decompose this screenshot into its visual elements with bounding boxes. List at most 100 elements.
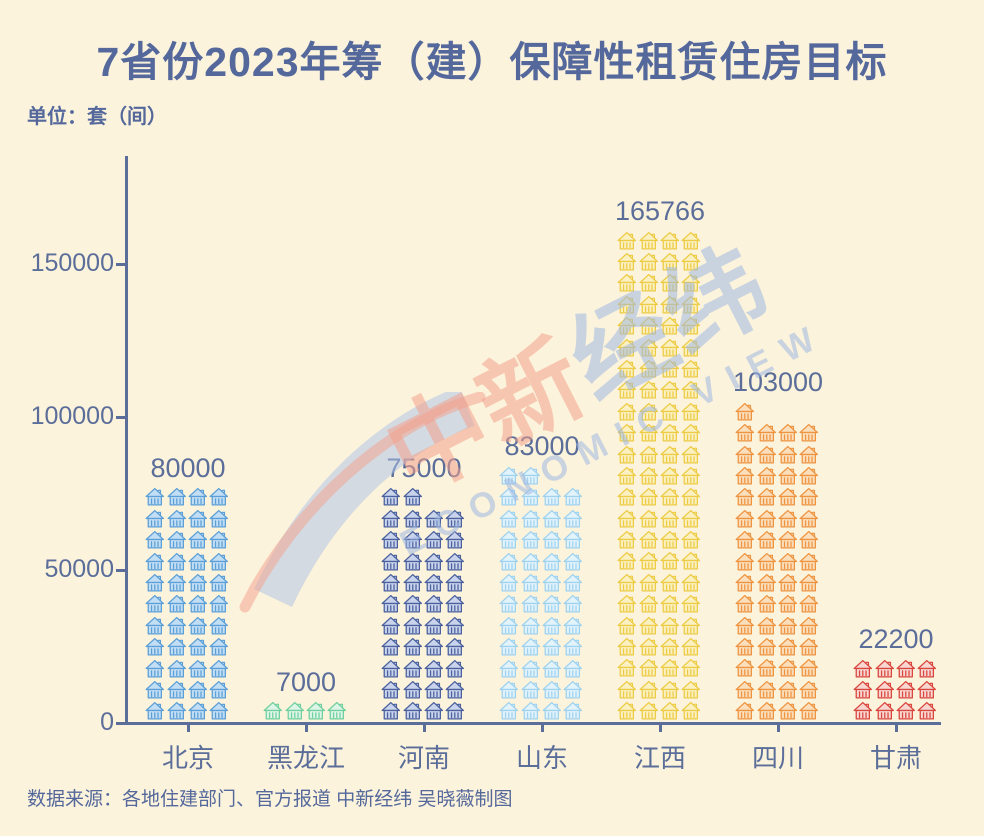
house-icon: [499, 659, 519, 679]
house-row: [499, 464, 585, 485]
house-icon: [403, 659, 423, 679]
house-row: [617, 443, 703, 464]
bar-value-label: 22200: [858, 623, 934, 654]
x-category-label: 四川: [751, 743, 804, 773]
house-icon: [799, 637, 819, 657]
house-row: [145, 700, 231, 721]
house-icon: [542, 659, 562, 679]
house-icon: [778, 701, 798, 721]
y-tick-label: 100000: [30, 402, 114, 430]
house-row: [617, 614, 703, 635]
house-icon: [145, 701, 165, 721]
house-icon: [639, 338, 659, 358]
house-icon: [799, 423, 819, 443]
house-icon: [735, 573, 755, 593]
house-row: [381, 486, 467, 507]
house-row: [499, 593, 585, 614]
house-icon: [681, 273, 701, 293]
house-icon: [757, 637, 777, 657]
house-icon: [403, 616, 423, 636]
house-icon: [381, 659, 401, 679]
house-icon: [639, 359, 659, 379]
house-icon: [445, 680, 465, 700]
house-icon: [167, 487, 187, 507]
house-icon: [617, 594, 637, 614]
house-icon: [209, 487, 229, 507]
house-icon: [660, 273, 680, 293]
house-icon: [681, 551, 701, 571]
x-tick-mark: [894, 725, 898, 732]
house-icon: [188, 552, 208, 572]
house-icon: [403, 530, 423, 550]
house-icon: [681, 338, 701, 358]
house-icon: [499, 680, 519, 700]
y-tick-label: 50000: [44, 555, 114, 583]
house-row: [499, 550, 585, 571]
bar-value-label: 80000: [150, 452, 226, 483]
house-icon: [445, 530, 465, 550]
house-row: [617, 293, 703, 314]
house-row: [381, 528, 467, 549]
house-icon: [327, 701, 347, 721]
house-icon: [542, 552, 562, 572]
house-row: [735, 528, 821, 549]
house-icon: [381, 530, 401, 550]
y-tick-mark: [116, 262, 125, 266]
house-icon: [563, 594, 583, 614]
house-icon: [521, 509, 541, 529]
house-icon: [542, 637, 562, 657]
house-icon: [381, 594, 401, 614]
house-icon: [617, 680, 637, 700]
house-icon: [639, 380, 659, 400]
house-icon: [660, 530, 680, 550]
house-icon: [563, 637, 583, 657]
house-row: [145, 571, 231, 592]
house-row: [617, 464, 703, 485]
house-icon: [563, 530, 583, 550]
house-icon: [681, 402, 701, 422]
page-title: 7省份2023年筹（建）保障性租赁住房目标: [96, 39, 888, 85]
house-row: [381, 571, 467, 592]
house-icon: [445, 637, 465, 657]
house-icon: [735, 487, 755, 507]
house-icon: [499, 487, 519, 507]
bar-column: [617, 229, 703, 721]
house-icon: [403, 680, 423, 700]
house-row: [853, 678, 939, 699]
house-icon: [757, 530, 777, 550]
house-icon: [209, 509, 229, 529]
house-icon: [660, 338, 680, 358]
house-icon: [917, 659, 937, 679]
house-icon: [917, 701, 937, 721]
bar-value-label: 165766: [614, 195, 706, 226]
house-icon: [403, 509, 423, 529]
house-icon: [188, 487, 208, 507]
house-icon: [209, 573, 229, 593]
house-icon: [542, 594, 562, 614]
house-row: [499, 486, 585, 507]
house-icon: [799, 573, 819, 593]
house-icon: [563, 552, 583, 572]
house-row: [263, 700, 349, 721]
house-row: [145, 678, 231, 699]
house-row: [735, 678, 821, 699]
house-row: [617, 314, 703, 335]
house-icon: [521, 594, 541, 614]
house-row: [381, 614, 467, 635]
house-icon: [778, 594, 798, 614]
house-icon: [681, 509, 701, 529]
house-icon: [681, 316, 701, 336]
house-icon: [757, 445, 777, 465]
house-icon: [424, 594, 444, 614]
house-icon: [799, 530, 819, 550]
x-category-label: 江西: [633, 743, 686, 773]
house-row: [381, 593, 467, 614]
house-icon: [542, 530, 562, 550]
house-icon: [617, 423, 637, 443]
house-row: [145, 657, 231, 678]
house-icon: [445, 573, 465, 593]
house-icon: [424, 530, 444, 550]
house-icon: [660, 423, 680, 443]
house-row: [145, 635, 231, 656]
house-row: [617, 250, 703, 271]
